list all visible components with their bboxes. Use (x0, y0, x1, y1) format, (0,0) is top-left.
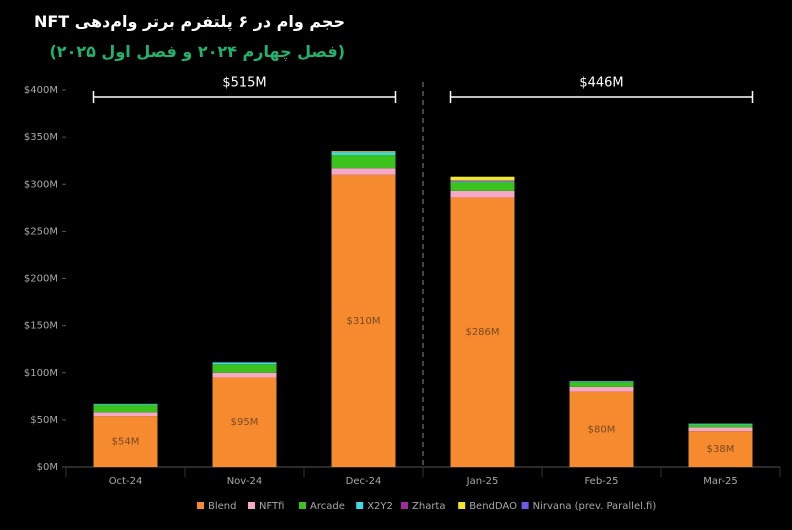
legend-swatch (356, 502, 364, 509)
value-label: $95M (231, 417, 259, 428)
y-tick-label: $250M (24, 226, 58, 237)
bar-segment (331, 152, 396, 156)
x-tick-label: Mar-25 (703, 476, 738, 487)
bar-segment (93, 403, 158, 405)
bar-segment (450, 176, 515, 181)
legend-label: NFTfi (259, 501, 284, 512)
value-label: $310M (346, 316, 380, 327)
bar-segment (331, 174, 396, 467)
legend-swatch (521, 502, 529, 509)
legend-label: BendDAO (469, 501, 517, 512)
bar-segment (331, 151, 396, 153)
value-label: $286M (465, 327, 499, 338)
legend-label: Blend (208, 501, 236, 512)
legend-swatch (458, 502, 466, 509)
legend-swatch (248, 502, 255, 509)
annotation: $515M (222, 76, 266, 91)
x-tick-label: Nov-24 (227, 476, 263, 487)
x-tick-label: Dec-24 (346, 476, 382, 487)
y-tick-label: $100M (24, 368, 58, 379)
value-label: $80M (588, 424, 616, 435)
bar-segment (450, 181, 515, 183)
bar-segment (331, 155, 396, 169)
bar-segment (569, 381, 634, 383)
legend-swatch (197, 502, 204, 509)
bar-segment (688, 427, 753, 432)
chart-title: حجم وام در ۶ پلتفرم برتر وام‌دهی NFT (33, 12, 345, 31)
chart-subtitle: (فصل چهارم ۲۰۲۴ و فصل اول ۲۰۲۵) (49, 42, 345, 61)
legend-label: X2Y2 (367, 501, 393, 512)
bar-segment (212, 362, 277, 365)
bar-segment (688, 424, 753, 428)
bar-segment (688, 431, 753, 467)
bar-segment (688, 423, 753, 425)
y-tick-label: $0M (37, 462, 58, 473)
bar-segment (93, 416, 158, 467)
legend-swatch (401, 502, 408, 509)
bar-segment (212, 377, 277, 467)
y-tick-label: $400M (24, 85, 58, 96)
bar-segment (450, 182, 515, 191)
bar-segment (331, 168, 396, 175)
legend-label: Nirvana (prev. Parallel.fi) (533, 501, 657, 512)
bar-segment (450, 190, 515, 198)
bar-segment (212, 372, 277, 378)
legend-label: Zharta (412, 501, 445, 512)
x-tick-label: Feb-25 (584, 476, 618, 487)
bar-segment (450, 197, 515, 467)
y-tick-label: $150M (24, 321, 58, 332)
bar-segment (569, 382, 634, 387)
legend-swatch (299, 502, 306, 509)
bar-segment (93, 412, 158, 417)
x-tick-label: Jan-25 (466, 476, 499, 487)
annotation: $446M (579, 76, 623, 91)
y-tick-label: $350M (24, 132, 58, 143)
y-tick-label: $300M (24, 179, 58, 190)
y-tick-label: $200M (24, 274, 58, 285)
bar-segment (93, 404, 158, 413)
bar-segment (569, 386, 634, 392)
bar-segment (450, 180, 515, 182)
bar-segment (569, 391, 634, 467)
y-tick-label: $50M (30, 415, 58, 426)
value-label: $38M (707, 444, 735, 455)
legend-label: Arcade (310, 501, 345, 512)
value-label: $54M (112, 437, 140, 448)
x-tick-label: Oct-24 (109, 476, 143, 487)
bar-segment (212, 364, 277, 373)
